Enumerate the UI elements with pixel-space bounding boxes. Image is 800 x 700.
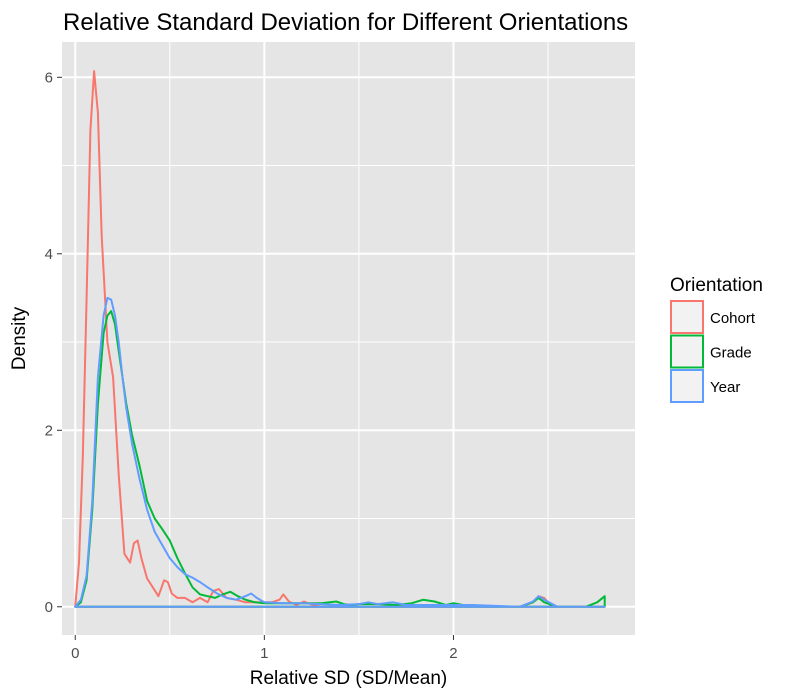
legend: Orientation Cohort Grade Year [670,275,763,403]
legend-items: Cohort Grade Year [670,300,756,403]
legend-key-grade [670,334,704,369]
y-axis-title: Density [9,306,30,370]
legend-label-year: Year [710,379,740,396]
x-axis-title: Relative SD (SD/Mean) [250,668,447,689]
legend-key-cohort [670,300,704,334]
x-tick-label: 2 [449,645,457,662]
legend-label-cohort: Cohort [710,310,756,327]
y-tick-label: 6 [45,69,53,86]
axis-ticks: 0 1 2 0 2 4 6 [45,69,458,662]
legend-key-year [670,369,704,403]
series-curve-year [74,296,606,608]
legend-label-grade: Grade [710,345,752,362]
y-tick-label: 2 [45,422,53,439]
chart-title: Relative Standard Deviation for Differen… [63,9,628,36]
density-curves [74,70,606,608]
x-tick-label: 1 [260,645,268,662]
x-tick-label: 0 [71,645,79,662]
y-tick-label: 0 [45,599,53,616]
y-tick-label: 4 [45,246,53,263]
plot-panel [62,42,635,635]
legend-title: Orientation [670,275,763,296]
